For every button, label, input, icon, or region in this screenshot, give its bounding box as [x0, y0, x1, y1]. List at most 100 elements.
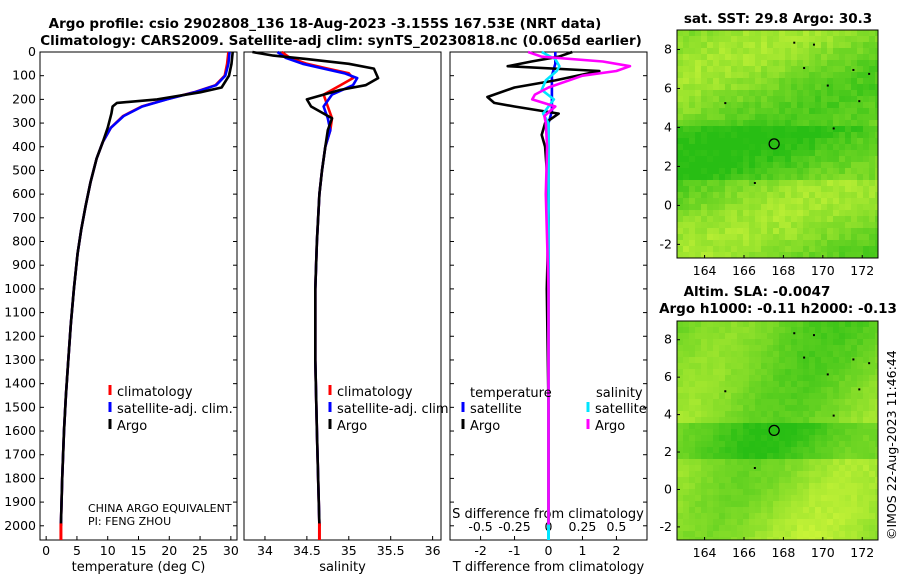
map-cell [839, 222, 845, 228]
map-cell [767, 36, 773, 42]
map-cell [815, 78, 821, 84]
map-cell [713, 174, 719, 180]
map-cell [851, 42, 857, 48]
map-cell [695, 48, 701, 54]
map-cell [755, 393, 761, 399]
map-cell [701, 363, 707, 369]
map-cell [809, 537, 815, 540]
map-cell [695, 507, 701, 513]
map-cell [731, 132, 737, 138]
x-axis-label: temperature (deg C) [72, 560, 206, 575]
map-cell [803, 441, 809, 447]
map-cell [683, 393, 689, 399]
map-cell [815, 441, 821, 447]
map-cell [815, 144, 821, 150]
map-cell [851, 453, 857, 459]
map-cell [827, 150, 833, 156]
map-cell [683, 369, 689, 375]
map-cell [791, 102, 797, 108]
map-cell [869, 132, 875, 138]
map-cell [761, 387, 767, 393]
map-cell [731, 240, 737, 246]
map-cell [851, 423, 857, 429]
map-cell [689, 357, 695, 363]
map-cell [719, 507, 725, 513]
map-cell [707, 441, 713, 447]
map-cell [809, 108, 815, 114]
map-cell [845, 405, 851, 411]
map-cell [791, 531, 797, 537]
map-cell [689, 465, 695, 471]
map-cell [707, 495, 713, 501]
map-cell [827, 108, 833, 114]
map-cell [713, 54, 719, 60]
map-cell [719, 114, 725, 120]
map-cell [785, 453, 791, 459]
map-cell [719, 351, 725, 357]
map-cell [851, 186, 857, 192]
map-cell [809, 138, 815, 144]
map-cell [803, 351, 809, 357]
map-cell [749, 198, 755, 204]
island-speck [793, 41, 796, 44]
map-cell [833, 54, 839, 60]
map-cell [737, 531, 743, 537]
map-cell [791, 501, 797, 507]
map-cell [737, 150, 743, 156]
map-cell [869, 156, 875, 162]
x-tick-label: 164 [693, 263, 717, 278]
map-cell [707, 180, 713, 186]
map-cell [695, 459, 701, 465]
top-tick-label: 0.5 [606, 519, 626, 534]
map-cell [677, 48, 683, 54]
map-cell [851, 150, 857, 156]
map-cell [785, 180, 791, 186]
map-cell [743, 102, 749, 108]
map-cell [725, 96, 731, 102]
map-cell [785, 375, 791, 381]
map-cell [695, 102, 701, 108]
map-cell [713, 405, 719, 411]
map-cell [677, 417, 683, 423]
y-tick-label: 0 [664, 481, 672, 496]
map-cell [785, 156, 791, 162]
map-cell [827, 399, 833, 405]
map-cell [839, 144, 845, 150]
map-cell [797, 411, 803, 417]
map-cell [821, 54, 827, 60]
map-cell [773, 114, 779, 120]
map-cell [743, 108, 749, 114]
map-cell [875, 417, 878, 423]
map-cell [815, 246, 821, 252]
map-cell [713, 234, 719, 240]
map-cell [695, 234, 701, 240]
map-cell [731, 459, 737, 465]
map-cell [791, 321, 797, 327]
map-cell [743, 375, 749, 381]
map-cell [863, 513, 869, 519]
map-cell [767, 78, 773, 84]
map-cell [755, 351, 761, 357]
map-cell [797, 192, 803, 198]
map-cell [737, 429, 743, 435]
map-cell [755, 495, 761, 501]
map-cell [827, 465, 833, 471]
map-cell [845, 519, 851, 525]
map-cell [863, 78, 869, 84]
x-tick-label: 168 [771, 545, 795, 560]
map-cell [809, 210, 815, 216]
map-cell [803, 423, 809, 429]
map-cell [791, 216, 797, 222]
map-cell [773, 495, 779, 501]
map-cell [779, 66, 785, 72]
map-cell [863, 459, 869, 465]
map-cell [743, 351, 749, 357]
map-cell [803, 216, 809, 222]
map-cell [773, 375, 779, 381]
map-cell [815, 204, 821, 210]
map-cell [719, 417, 725, 423]
map-cell [737, 435, 743, 441]
map-cell [869, 477, 875, 483]
map-cell [791, 363, 797, 369]
map-cell [755, 441, 761, 447]
